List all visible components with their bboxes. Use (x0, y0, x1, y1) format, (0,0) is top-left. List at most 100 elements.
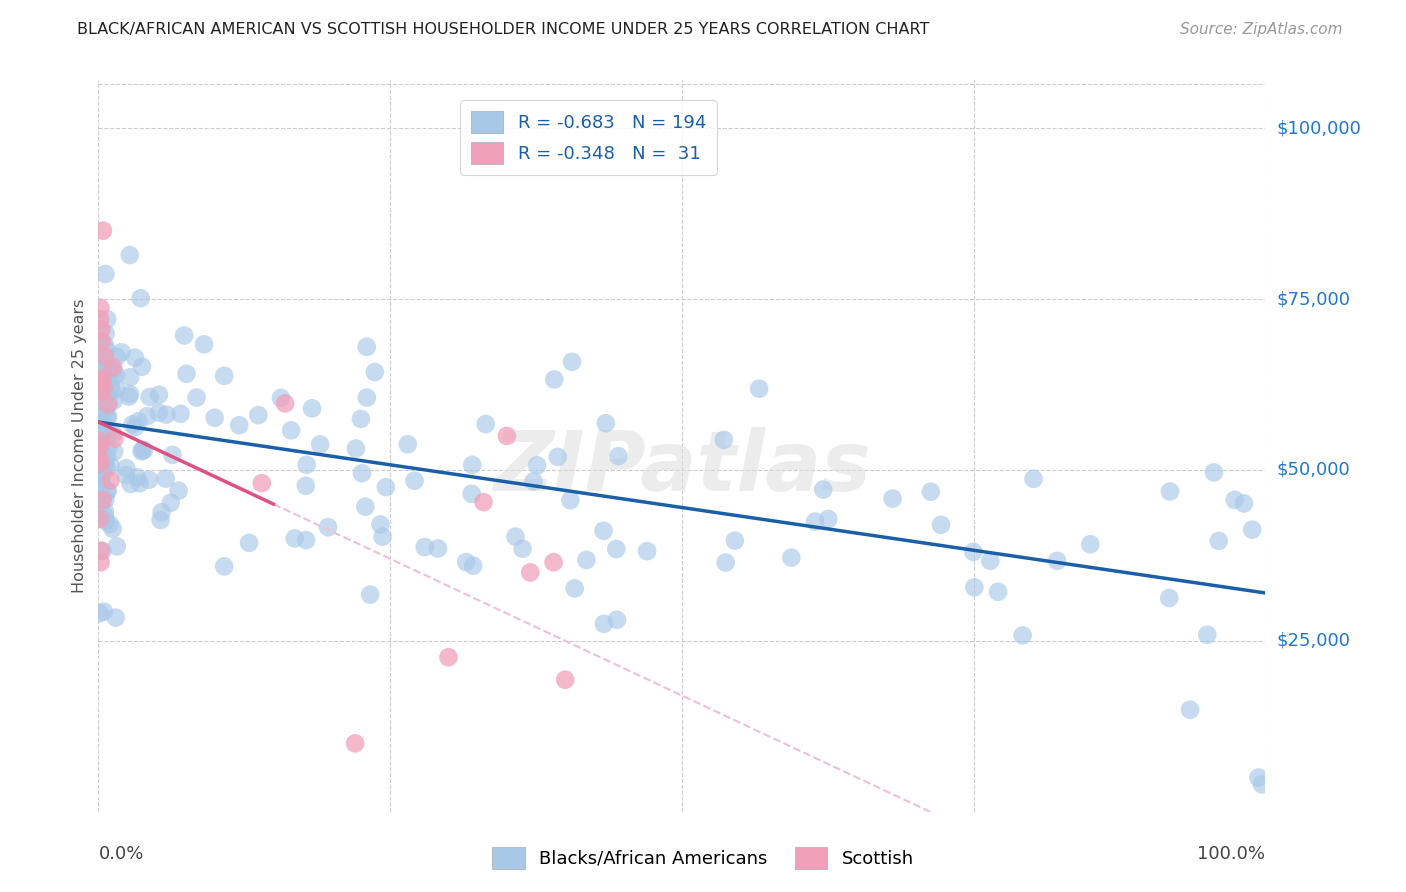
Point (100, 380, 122, 394)
Point (89, 454, 111, 468)
Point (118, 248, 141, 262)
Point (93, 359, 115, 374)
Point (804, 515, 827, 529)
Point (121, 417, 143, 432)
Point (238, 536, 260, 550)
Point (543, 372, 565, 386)
Point (89, 474, 111, 488)
Point (1251, 777, 1274, 791)
Point (93, 432, 115, 446)
Point (284, 532, 307, 546)
Point (96, 450, 118, 465)
Point (91, 423, 114, 437)
Point (132, 442, 155, 457)
Point (139, 390, 162, 404)
Point (100, 458, 122, 473)
Point (93, 605, 115, 619)
Point (605, 541, 627, 556)
Text: Source: ZipAtlas.com: Source: ZipAtlas.com (1180, 22, 1343, 37)
Point (212, 368, 235, 383)
Point (176, 367, 198, 381)
Y-axis label: Householder Income Under 25 years: Householder Income Under 25 years (72, 299, 87, 593)
Point (173, 328, 195, 343)
Point (169, 407, 191, 421)
Point (426, 541, 449, 556)
Point (89, 376, 111, 391)
Point (90, 425, 112, 439)
Point (90, 480, 112, 494)
Point (212, 559, 235, 574)
Point (962, 545, 984, 559)
Text: $75,000: $75,000 (1277, 290, 1351, 308)
Point (186, 391, 208, 405)
Point (96, 409, 118, 423)
Point (89, 357, 111, 371)
Text: $50,000: $50,000 (1277, 461, 1350, 479)
Text: ZIPatlas: ZIPatlas (494, 427, 870, 508)
Point (359, 588, 381, 602)
Point (89, 496, 111, 510)
Point (396, 437, 419, 451)
Point (561, 355, 583, 369)
Text: BLACK/AFRICAN AMERICAN VS SCOTTISH HOUSEHOLDER INCOME UNDER 25 YEARS CORRELATION: BLACK/AFRICAN AMERICAN VS SCOTTISH HOUSE… (77, 22, 929, 37)
Point (89, 441, 111, 455)
Point (461, 458, 484, 472)
Point (575, 553, 598, 567)
Point (437, 650, 460, 665)
Point (93, 458, 115, 473)
Point (344, 736, 367, 750)
Point (1202, 466, 1225, 480)
Point (94, 350, 117, 364)
Point (204, 410, 226, 425)
Point (98, 474, 121, 488)
Point (817, 512, 839, 526)
Point (987, 584, 1010, 599)
Point (94, 338, 117, 352)
Point (103, 432, 125, 446)
Point (522, 475, 544, 489)
Point (748, 382, 770, 396)
Legend: R = -0.683   N = 194, R = -0.348   N =  31: R = -0.683 N = 194, R = -0.348 N = 31 (460, 100, 717, 175)
Point (90, 441, 112, 455)
Point (105, 350, 128, 364)
Point (103, 393, 125, 408)
Point (103, 444, 125, 458)
Point (89, 434, 111, 449)
Point (94, 326, 117, 341)
Point (295, 533, 318, 548)
Point (91, 544, 114, 558)
Point (98, 517, 121, 532)
Point (89, 312, 111, 326)
Point (148, 388, 170, 402)
Point (519, 566, 541, 580)
Point (89, 440, 111, 454)
Point (564, 582, 586, 596)
Point (150, 505, 173, 519)
Point (105, 382, 128, 396)
Point (98, 396, 121, 410)
Point (89, 452, 111, 467)
Point (104, 368, 127, 383)
Point (159, 496, 181, 510)
Point (1241, 523, 1264, 537)
Point (97, 409, 120, 424)
Point (882, 491, 904, 506)
Point (543, 555, 565, 569)
Point (89, 444, 111, 458)
Point (90, 555, 112, 569)
Point (228, 418, 250, 433)
Text: 100.0%: 100.0% (1198, 845, 1265, 863)
Point (155, 408, 177, 422)
Point (155, 472, 177, 486)
Point (713, 433, 735, 447)
Point (496, 429, 519, 443)
Point (364, 365, 387, 379)
Point (89, 334, 111, 349)
Text: 0.0%: 0.0% (98, 845, 143, 863)
Point (89, 405, 111, 419)
Point (1197, 628, 1219, 642)
Point (97, 397, 120, 411)
Point (120, 477, 142, 491)
Point (90, 543, 112, 558)
Point (110, 345, 132, 359)
